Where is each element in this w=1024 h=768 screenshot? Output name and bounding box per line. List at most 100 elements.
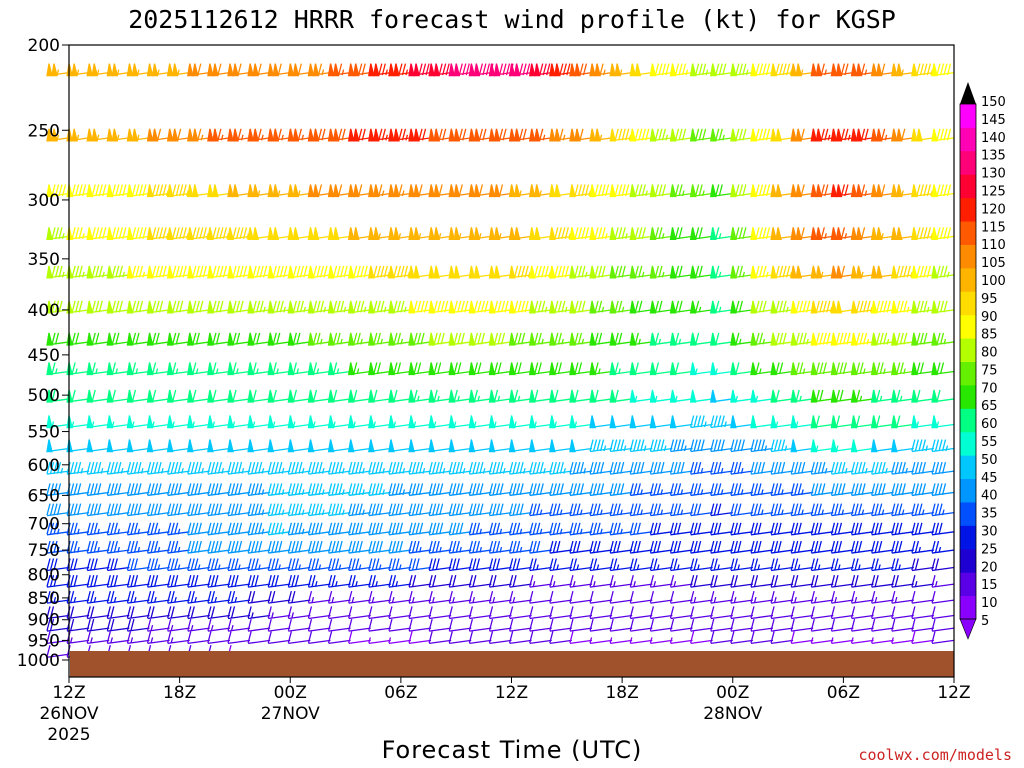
wind-barb [46,503,70,517]
barb-feather [182,227,187,240]
barb-pennant [307,439,315,453]
barb-pennant [207,227,214,241]
wind-barb [609,503,633,517]
barb-feather [582,63,588,76]
barb-feather [207,483,212,496]
wind-barb [167,503,190,517]
barb-feather [375,503,380,516]
barb-pennant [46,265,53,279]
barb-feather [629,618,634,631]
wind-barb [750,590,774,604]
barb-feather [698,265,703,278]
barb-feather [378,128,383,141]
barb-pennant [569,227,576,241]
barb-feather [921,439,927,452]
barb-feather [98,227,103,240]
barb-pennant [533,63,541,77]
barb-feather [698,227,703,240]
barb-pennant [790,362,798,376]
wind-barb [690,415,713,429]
barb-feather [854,483,859,496]
barb-feather [733,558,738,571]
barb-feather [919,362,925,375]
wind-barb [207,300,230,314]
barb-feather [810,618,815,631]
wind-barb [267,265,291,279]
barb-feather [415,540,420,553]
barb-feather [172,227,177,240]
barb-feather [113,558,118,571]
barb-feather [757,439,762,452]
wind-barb [428,184,452,198]
barb-half-feather [676,564,680,571]
wind-barb [710,590,733,604]
wind-barb [730,575,753,588]
barb-feather [690,461,695,474]
wind-barb [327,461,351,475]
barb-feather [207,618,212,631]
barb-feather [770,503,775,516]
wind-barb [106,128,130,142]
barb-feather [713,522,718,535]
barb-feather [247,590,252,603]
wind-barb [911,389,934,403]
wind-barb [770,590,794,604]
wind-barb [528,265,552,279]
barb-feather [237,128,242,141]
barb-feather [418,63,423,76]
barb-shaft [690,627,713,632]
barb-feather [931,522,936,535]
wind-barb [167,575,190,588]
barb-feather [862,332,868,345]
wind-barb [267,522,291,536]
barb-half-feather [261,134,264,141]
wind-barb [770,300,794,314]
wind-barb [508,439,532,453]
wind-barb [629,439,653,453]
barb-feather [525,63,531,76]
wind-barb [850,558,874,572]
wind-barb [207,631,230,645]
barb-pennant [589,300,596,314]
barb-feather [594,332,599,345]
barb-feather [820,128,825,141]
wind-barb [609,618,633,632]
barb-feather [194,558,199,571]
barb-feather [421,128,427,141]
wind-barb [166,265,190,279]
barb-feather [413,362,418,375]
barb-pennant [669,128,677,142]
barb-feather [814,503,819,516]
barb-feather [71,362,76,375]
barb-feather [126,606,132,619]
barb-pennant [468,184,476,198]
wind-barb [549,439,572,453]
barb-shaft [589,614,613,620]
wind-barb [448,227,472,241]
barb-feather [564,265,569,278]
barb-pennant [609,184,617,198]
barb-feather [137,483,142,496]
barb-feather [457,332,462,345]
barb-feather [294,503,299,516]
barb-feather [234,522,239,535]
barb-pennant [508,63,516,77]
barb-feather [214,503,219,516]
barb-feather [797,461,802,474]
barb-feather [512,461,517,474]
barb-half-feather [860,271,864,278]
wind-barb [549,461,572,475]
wind-barb [669,389,693,403]
barb-feather [232,300,237,313]
wind-barb [569,606,593,620]
barb-pennant [187,332,194,346]
barb-feather [775,332,780,345]
barb-feather [207,590,212,603]
barb-feather [581,265,586,278]
wind-barb [830,415,854,429]
barb-feather [448,461,453,474]
barb-pennant [528,184,536,198]
wind-barb [488,128,512,142]
barb-half-feather [697,564,700,571]
barb-shaft [851,614,874,620]
